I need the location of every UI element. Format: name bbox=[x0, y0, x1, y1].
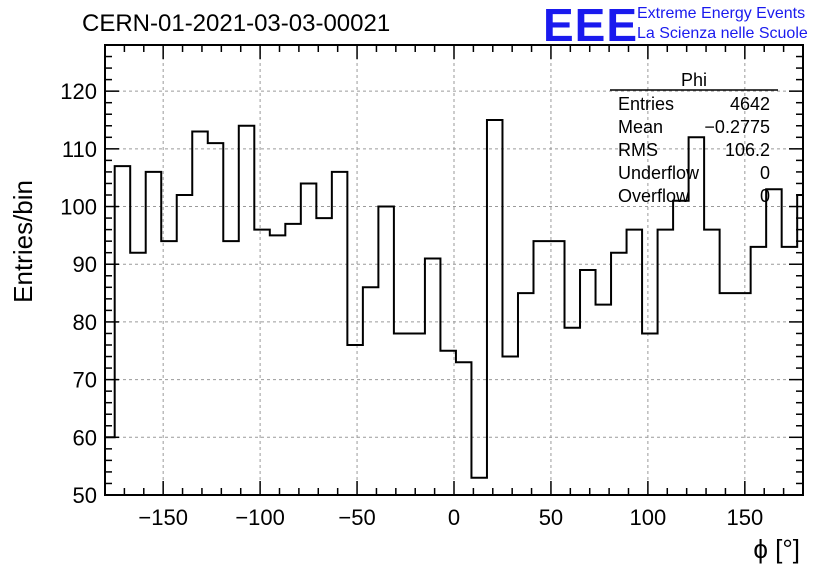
histogram-bin bbox=[270, 235, 286, 495]
histogram-outline bbox=[105, 119, 803, 479]
histogram-bin bbox=[642, 333, 658, 495]
y-tick-label: 50 bbox=[73, 483, 97, 508]
logo-caption-line1: Extreme Energy Events bbox=[637, 5, 806, 22]
histogram-bin bbox=[378, 207, 394, 495]
histogram-bin bbox=[782, 247, 798, 495]
histogram-bin bbox=[735, 293, 751, 495]
stats-box-title: Phi bbox=[681, 70, 707, 90]
stats-value: −0.2775 bbox=[704, 117, 770, 137]
histogram-bin bbox=[627, 230, 643, 495]
histogram-bin bbox=[533, 241, 549, 495]
histogram-bin bbox=[766, 189, 782, 495]
histogram-bin bbox=[347, 345, 363, 495]
y-tick-label: 100 bbox=[60, 195, 97, 220]
y-tick-label: 120 bbox=[60, 79, 97, 104]
y-tick-label: 60 bbox=[73, 425, 97, 450]
histogram-bin bbox=[332, 172, 348, 495]
histogram-bin bbox=[208, 143, 224, 495]
chart-title: CERN-01-2021-03-03-00021 bbox=[82, 10, 391, 37]
x-tick-label: 0 bbox=[448, 505, 460, 530]
x-tick-label: 100 bbox=[630, 505, 667, 530]
y-tick-label: 70 bbox=[73, 368, 97, 393]
histogram-bin bbox=[751, 247, 767, 495]
histogram-bin bbox=[689, 137, 705, 495]
histogram-bin bbox=[580, 270, 596, 495]
histogram-bin bbox=[316, 218, 332, 495]
histogram-bin bbox=[596, 305, 612, 495]
histogram-series bbox=[105, 119, 803, 495]
histogram-bin bbox=[720, 293, 736, 495]
y-tick-label: 90 bbox=[73, 252, 97, 277]
histogram-bin bbox=[394, 333, 410, 495]
tick-labels: −150 −100 −50 0 50 100 150 50 60 70 80 90 100 110 120 bbox=[60, 79, 763, 530]
stats-value: 106.2 bbox=[725, 140, 770, 160]
histogram-bin bbox=[177, 195, 193, 495]
histogram-bin bbox=[105, 437, 115, 495]
histogram-bin bbox=[502, 357, 518, 495]
y-tick-label: 110 bbox=[62, 137, 97, 162]
histogram-bin bbox=[146, 172, 162, 495]
histogram-bin bbox=[673, 201, 689, 495]
histogram-bin bbox=[301, 183, 317, 495]
x-tick-label: 150 bbox=[726, 505, 763, 530]
histogram-bin bbox=[192, 132, 208, 495]
histogram-bin bbox=[518, 293, 534, 495]
histogram-bin bbox=[456, 362, 472, 495]
histogram-bin bbox=[239, 126, 255, 495]
histogram-bin bbox=[487, 120, 503, 495]
stats-label: Entries bbox=[618, 94, 674, 114]
x-tick-label: −50 bbox=[338, 505, 375, 530]
histogram-bin bbox=[658, 230, 674, 495]
stats-label: Underflow bbox=[618, 163, 700, 183]
histogram-bin bbox=[363, 287, 379, 495]
x-tick-label: −100 bbox=[235, 505, 285, 530]
stats-value: 4642 bbox=[730, 94, 770, 114]
stats-label: Overflow bbox=[618, 186, 690, 206]
histogram-bin bbox=[565, 328, 581, 495]
histogram-bin bbox=[425, 258, 441, 495]
logo-caption-line2: La Scienza nelle Scuole bbox=[637, 25, 808, 42]
histogram-bin bbox=[611, 253, 627, 495]
x-axis-title: ϕ [°] bbox=[753, 534, 800, 564]
stats-box: Phi Entries 4642 Mean −0.2775 RMS 106.2 Underf… bbox=[610, 70, 778, 206]
stats-label: Mean bbox=[618, 117, 663, 137]
axis-ticks bbox=[104, 44, 804, 496]
histogram-bin bbox=[115, 166, 131, 495]
histogram-bin bbox=[704, 230, 720, 495]
histogram-bin bbox=[130, 253, 146, 495]
stats-value: 0 bbox=[760, 163, 770, 183]
x-tick-label: −150 bbox=[138, 505, 188, 530]
x-tick-label: 50 bbox=[539, 505, 563, 530]
histogram-bin bbox=[223, 241, 239, 495]
grid-lines bbox=[105, 45, 803, 496]
y-tick-label: 80 bbox=[73, 310, 97, 335]
stats-label: RMS bbox=[618, 140, 658, 160]
eee-logo: EEE bbox=[543, 0, 639, 51]
histogram-bin bbox=[254, 230, 270, 495]
histogram-bin bbox=[409, 333, 425, 495]
y-axis-title: Entries/bin bbox=[8, 180, 38, 303]
stats-value: 0 bbox=[760, 186, 770, 206]
